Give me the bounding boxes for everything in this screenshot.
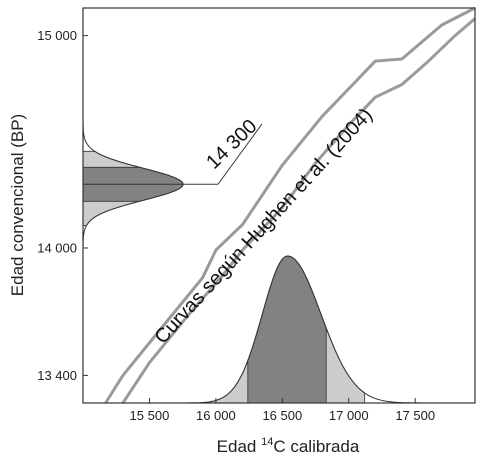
- y-tick-label: 14 000: [37, 240, 77, 255]
- y-tick-label: 15 000: [37, 28, 77, 43]
- calibration-curves: [104, 6, 476, 404]
- x-axis-ticks: 15 500 16 000 16 500 17 000 17 500: [130, 398, 435, 423]
- x-tick-label: 16 500: [262, 408, 302, 423]
- x-tick-label: 17 500: [395, 408, 435, 423]
- y-distribution: [82, 96, 184, 272]
- x-band-1sigma: [247, 255, 327, 404]
- y-axis-title: Edad convencional (BP): [8, 114, 27, 296]
- curve-upper: [104, 6, 476, 404]
- plot-frame: [82, 7, 476, 404]
- x-axis-title-sup: 14: [261, 436, 273, 448]
- x-tick-label: 16 000: [196, 408, 236, 423]
- y-axis-ticks: 13 400 14 000 15 000: [37, 28, 88, 383]
- x-axis-title: Edad 14C calibrada: [217, 436, 360, 456]
- x-tick-label: 15 500: [130, 408, 170, 423]
- y-tick-label: 13 400: [37, 368, 77, 383]
- x-axis-title-pre: Edad: [217, 437, 261, 456]
- mean-leader-diagonal: [217, 123, 263, 185]
- curve-lower: [121, 17, 476, 404]
- x-axis-title-post: C calibrada: [273, 437, 360, 456]
- x-tick-label: 17 000: [329, 408, 369, 423]
